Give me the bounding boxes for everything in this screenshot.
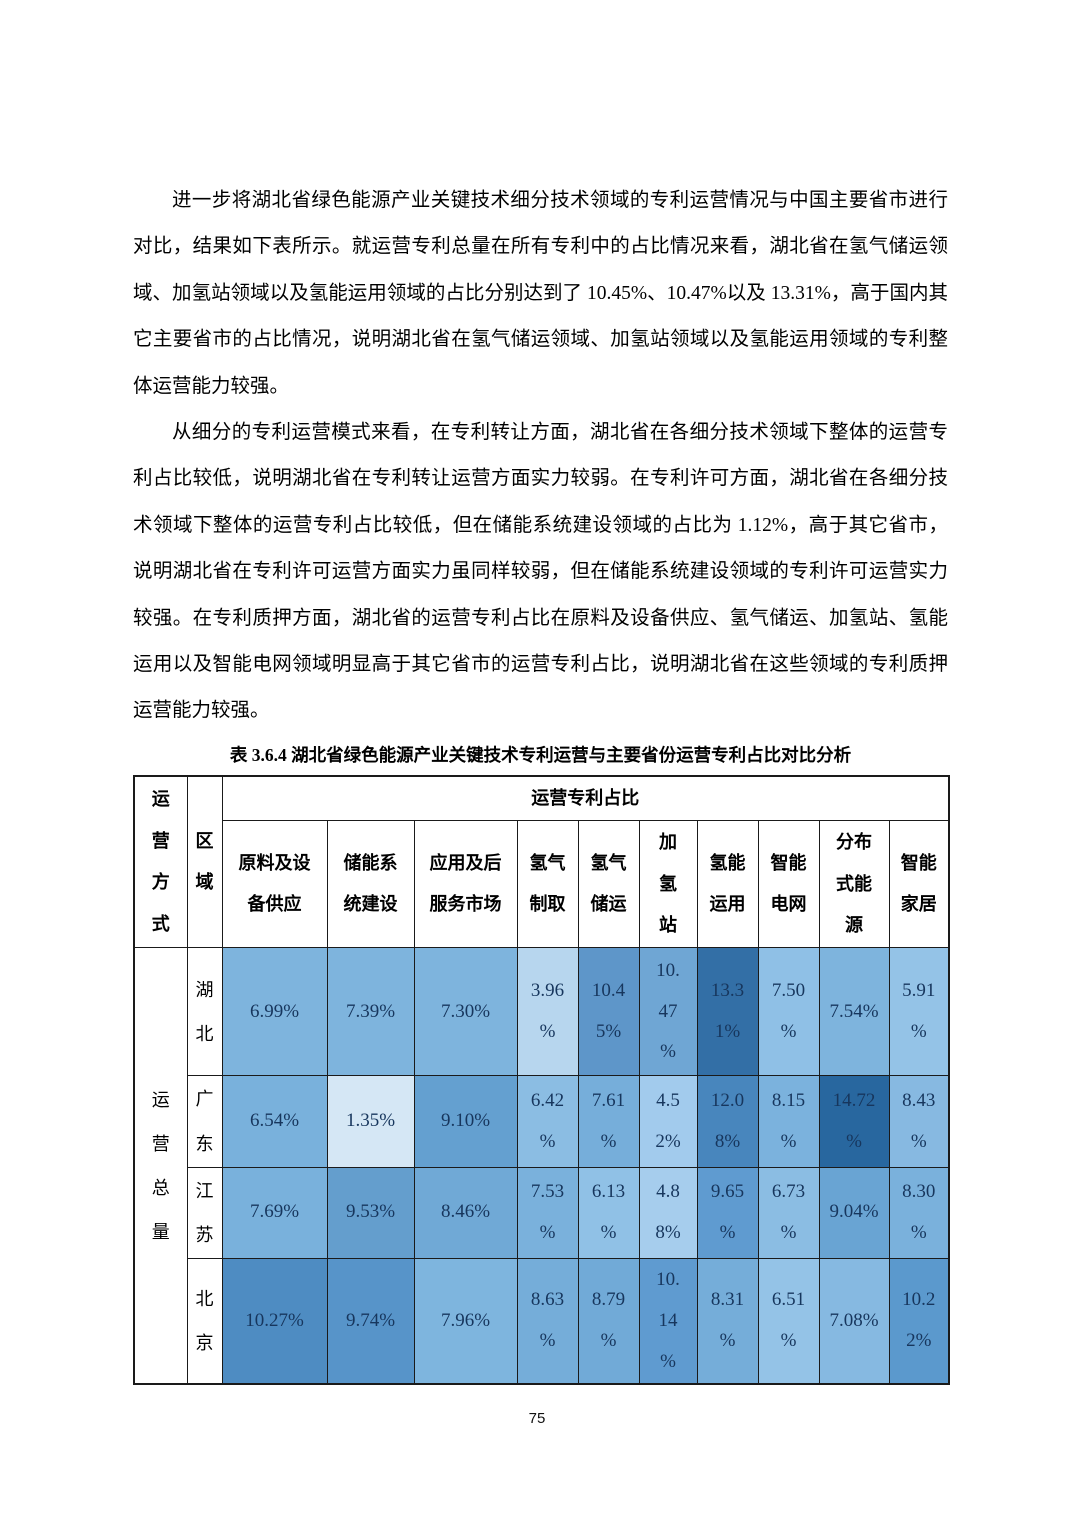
paragraph-overview: 进一步将湖北省绿色能源产业关键技术细分技术领域的专利运营情况与中国主要省市进行对… (133, 190, 948, 397)
data-cell: 6.99% (221, 947, 328, 1077)
header-col-3: 应用及后 服务市场 (413, 820, 518, 949)
page-number: 75 (528, 1410, 546, 1427)
data-cell: 3.96% (516, 947, 579, 1077)
data-cell: 7.39% (326, 947, 415, 1077)
data-cell: 9.04% (818, 1166, 890, 1259)
header-operated-patent-share: 运营专利占比 (221, 775, 950, 822)
paragraph-operation-modes: 从细分的专利运营模式来看，在专利转让方面，湖北省在各细分技术领域下整体的运营专利… (133, 422, 948, 722)
data-cell: 10. 14% (638, 1257, 698, 1385)
data-cell: 10.27% (221, 1257, 328, 1385)
region-cell: 广东 (186, 1075, 223, 1168)
data-cell: 6.73% (757, 1166, 820, 1259)
data-cell: 10.2 2% (888, 1257, 950, 1385)
header-col-4: 氢气 制取 (516, 820, 579, 949)
data-cell: 7.08% (818, 1257, 890, 1385)
data-cell: 6.42% (516, 1075, 579, 1168)
patent-operation-comparison-table: 运营方式区域运营专利占比 原料及设 备供应 储能系 统建设 应用及后 服务市场 氢气 制取 氢气储… (133, 774, 951, 1386)
data-cell: 10. 47% (638, 947, 698, 1077)
header-col-5: 氢气 储运 (577, 820, 640, 949)
data-cell: 9.74% (326, 1257, 415, 1385)
header-col-10: 智能 家居 (888, 820, 950, 949)
header-col-8: 智能 电网 (757, 820, 820, 949)
header-operation-mode: 运营方式 (133, 775, 188, 949)
data-cell: 10.4 5% (577, 947, 640, 1077)
data-cell: 9.10% (413, 1075, 518, 1168)
region-cell: 北京 (186, 1257, 223, 1385)
data-cell: 9.65% (696, 1166, 759, 1259)
header-region: 区域 (186, 775, 223, 949)
data-cell: 8.31% (696, 1257, 759, 1385)
region-cell: 江苏 (186, 1166, 223, 1259)
header-col-9: 分布 式能源 (818, 820, 890, 949)
data-cell: 8.15% (757, 1075, 820, 1168)
data-cell: 6.51% (757, 1257, 820, 1385)
data-cell: 8.46% (413, 1166, 518, 1259)
data-cell: 7.96% (413, 1257, 518, 1385)
data-cell: 8.79% (577, 1257, 640, 1385)
data-cell: 6.13% (577, 1166, 640, 1259)
data-cell: 12.0 8% (696, 1075, 759, 1168)
data-cell: 7.53% (516, 1166, 579, 1259)
data-cell: 7.61% (577, 1075, 640, 1168)
data-cell: 4.5 2% (638, 1075, 698, 1168)
data-cell: 14.72% (818, 1075, 890, 1168)
data-cell: 8.30% (888, 1166, 950, 1259)
data-cell: 5.91% (888, 947, 950, 1077)
data-cell: 9.53% (326, 1166, 415, 1259)
data-cell: 7.54% (818, 947, 890, 1077)
data-cell: 7.69% (221, 1166, 328, 1259)
data-cell: 4.8 8% (638, 1166, 698, 1259)
data-cell: 6.54% (221, 1075, 328, 1168)
data-cell: 13.3 1% (696, 947, 759, 1077)
data-cell: 7.50% (757, 947, 820, 1077)
data-cell: 8.63% (516, 1257, 579, 1385)
header-col-1: 原料及设 备供应 (221, 820, 328, 949)
header-col-6: 加氢站 (638, 820, 698, 949)
data-cell: 7.30% (413, 947, 518, 1077)
data-cell: 1.35% (326, 1075, 415, 1168)
row-group-operation-total: 运营总量 (133, 947, 188, 1385)
header-col-7: 氢能 运用 (696, 820, 759, 949)
region-cell: 湖北 (186, 947, 223, 1077)
table-caption: 表 3.6.4 湖北省绿色能源产业关键技术专利运营与主要省份运营专利占比对比分析 (229, 744, 852, 765)
data-cell: 8.43% (888, 1075, 950, 1168)
header-col-2: 储能系 统建设 (326, 820, 415, 949)
